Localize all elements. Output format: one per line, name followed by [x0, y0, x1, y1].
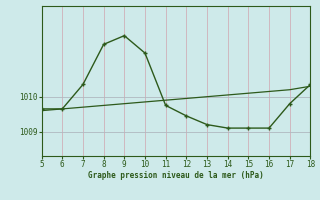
X-axis label: Graphe pression niveau de la mer (hPa): Graphe pression niveau de la mer (hPa)	[88, 171, 264, 180]
